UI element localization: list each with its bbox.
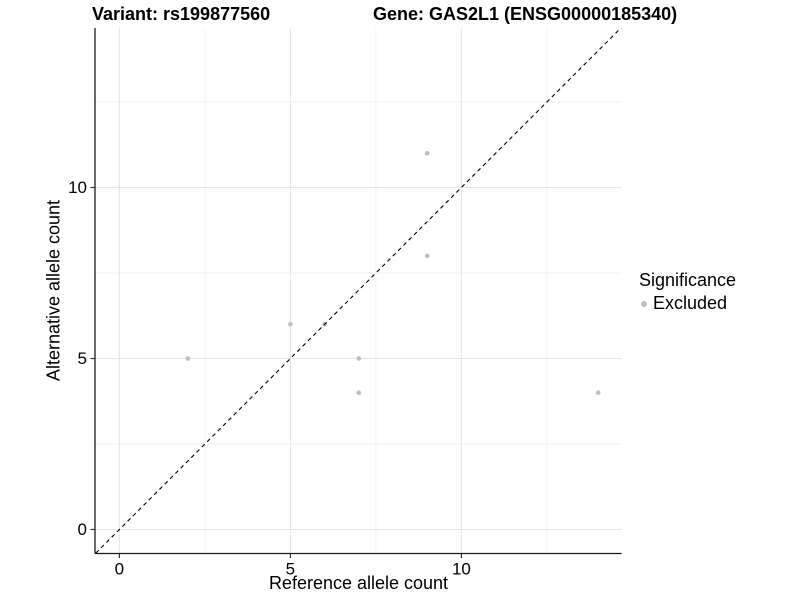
x-axis-title: Reference allele count [268, 573, 449, 593]
y-tick-label: 0 [78, 520, 87, 539]
data-point [595, 390, 601, 396]
data-point [185, 356, 191, 361]
x-tick-label: 5 [286, 560, 295, 579]
legend: Significance Excluded [639, 270, 736, 314]
data-point [288, 322, 293, 327]
legend-point-icon [641, 300, 647, 307]
y-axis-title: Alternative allele count [43, 199, 64, 382]
y-tick-label: 5 [78, 349, 87, 368]
y-tick-label: 10 [68, 178, 87, 197]
plot-title-variant: Variant: rs199877560 [92, 4, 271, 24]
data-point [424, 253, 430, 259]
x-tick-label: 0 [115, 560, 124, 579]
plot-title-gene: Gene: GAS2L1 (ENSG00000185340) [373, 4, 678, 24]
legend-item-label: Excluded [653, 293, 728, 313]
data-point [356, 356, 362, 361]
data-point [356, 390, 362, 396]
legend-item-excluded: Excluded [641, 293, 736, 314]
x-tick-label: 10 [452, 560, 471, 579]
data-point [424, 151, 430, 156]
legend-title: Significance [639, 270, 737, 290]
identity-line [95, 28, 622, 554]
